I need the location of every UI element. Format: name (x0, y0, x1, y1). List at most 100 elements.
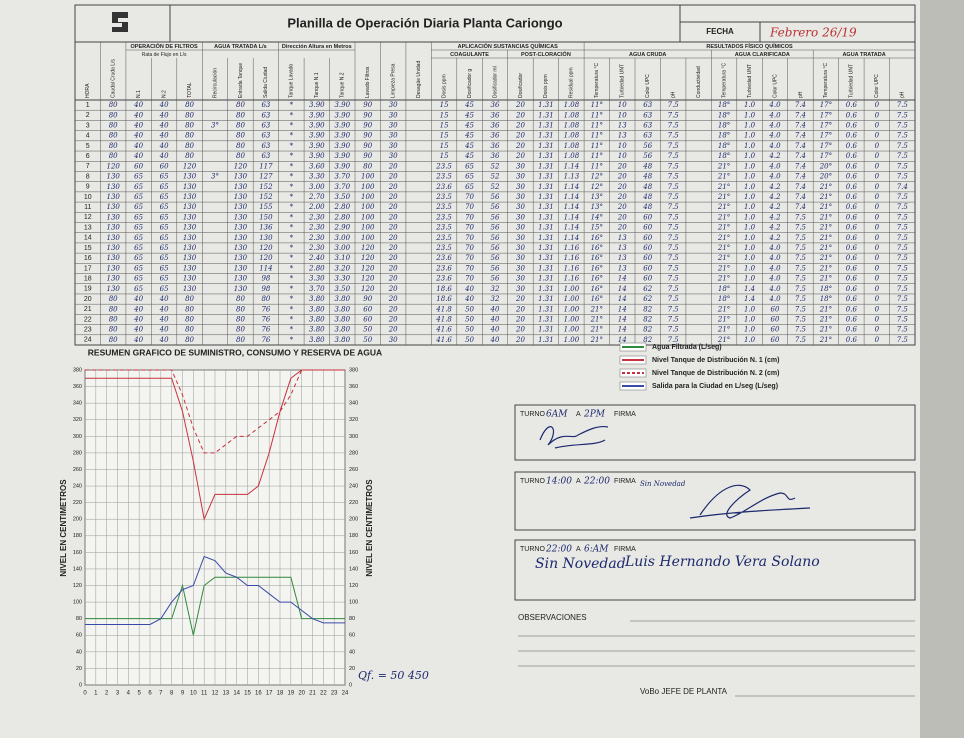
y-tick-label: 200 (73, 517, 82, 523)
table-cell: 60 (771, 305, 780, 313)
table-cell: 32 (491, 285, 500, 293)
table-cell: 2.30 (308, 224, 325, 232)
y-tick-label: 180 (73, 533, 82, 539)
table-cell: 21° (819, 213, 832, 221)
column-header: Turbiedad UNT (747, 64, 753, 98)
table-cell: 0 (875, 254, 880, 262)
table-cell: 40 (133, 142, 143, 150)
table-cell: 48 (642, 162, 652, 170)
table-cell: 1.0 (744, 193, 756, 201)
table-cell: 48 (642, 193, 652, 201)
table-cell: 7.4 (795, 132, 806, 140)
shift-to-label: A (576, 411, 581, 418)
table-cell: 7.5 (668, 111, 680, 119)
hour-cell: 12 (84, 214, 92, 221)
series-line (85, 369, 345, 521)
table-cell: 0 (875, 264, 880, 272)
table-cell: 14 (618, 285, 627, 293)
y-tick-label-right: 80 (349, 616, 355, 622)
table-cell: 120 (234, 162, 248, 170)
y-tick-label: 260 (73, 467, 82, 473)
table-cell: 56 (491, 234, 500, 242)
table-cell: 0 (875, 193, 880, 201)
y-tick-label-right: 240 (349, 484, 358, 490)
table-cell: 12° (591, 173, 603, 181)
table-cell: 120 (361, 264, 375, 272)
table-cell: 62 (643, 285, 652, 293)
y-tick-label-right: 280 (349, 450, 358, 456)
table-cell: 3.00 (334, 244, 350, 252)
table-cell: 7.5 (668, 162, 680, 170)
table-cell: 0.6 (846, 213, 858, 221)
table-cell: 130 (183, 254, 197, 262)
table-cell: 76 (261, 336, 270, 344)
y-tick-label: 140 (73, 566, 82, 572)
date-label: FECHA (706, 27, 734, 36)
table-cell: 65 (134, 234, 143, 242)
table-cell: 7.5 (795, 213, 807, 221)
table-cell: 80 (185, 315, 194, 323)
table-cell: 7.5 (795, 315, 807, 323)
table-cell: 13 (618, 122, 627, 130)
table-cell: * (290, 275, 294, 283)
table-cell: 21° (717, 193, 730, 201)
table-cell: 130 (259, 234, 273, 242)
table-cell: 56 (643, 142, 652, 150)
table-cell: 13 (618, 132, 627, 140)
x-tick-label: 17 (266, 691, 273, 697)
table-cell: 56 (491, 264, 500, 272)
hour-cell: 1 (86, 102, 90, 109)
table-cell: 130 (106, 173, 120, 181)
hour-cell: 3 (86, 122, 90, 129)
table-cell: 130 (106, 193, 120, 201)
y-tick-label-right: 20 (349, 666, 355, 672)
table-cell: 21° (717, 254, 730, 262)
table-cell: 45 (464, 152, 474, 160)
table-cell: 10 (618, 111, 627, 119)
table-cell: 80 (185, 122, 194, 130)
table-cell: 1.31 (538, 193, 554, 201)
table-cell: 100 (361, 234, 375, 242)
table-cell: 20 (388, 203, 398, 211)
table-cell: 130 (234, 224, 248, 232)
table-cell: 21° (717, 183, 730, 191)
table-cell: 7.5 (795, 224, 807, 232)
table-cell: 7.5 (897, 213, 909, 221)
table-cell: 90 (363, 295, 372, 303)
table-cell: 14 (618, 326, 627, 334)
table-cell: 3.80 (309, 295, 325, 303)
table-cell: 0 (875, 111, 880, 119)
table-cell: 3.90 (309, 111, 325, 119)
table-cell: 30 (516, 264, 525, 272)
column-group: Dirección Altura en Metros (282, 44, 352, 50)
table-cell: 7.5 (897, 305, 909, 313)
table-cell: 100 (361, 213, 375, 221)
table-cell: 11° (591, 111, 603, 119)
table-cell: 130 (106, 264, 120, 272)
table-cell: 17° (820, 101, 832, 109)
table-cell: * (290, 132, 294, 140)
table-cell: 36 (491, 142, 500, 150)
table-cell: 1.31 (538, 162, 554, 170)
table-cell: 20 (515, 336, 525, 344)
table-cell: 3.00 (334, 234, 350, 242)
table-cell: 10 (618, 142, 627, 150)
table-cell: 41.8 (435, 315, 452, 323)
table-cell: 40 (159, 336, 169, 344)
table-cell: 7.5 (795, 234, 807, 242)
table-cell: 36 (491, 152, 500, 160)
table-cell: 127 (259, 173, 273, 181)
table-cell: 60 (643, 213, 652, 221)
table-cell: 30 (516, 183, 525, 191)
table-cell: 1.08 (564, 152, 580, 160)
table-cell: 3° (211, 173, 219, 181)
hour-cell: 11 (84, 204, 91, 211)
table-cell: 1.0 (744, 326, 756, 334)
y-tick-label: 380 (73, 367, 82, 373)
table-cell: 20 (515, 132, 525, 140)
table-cell: 1.00 (564, 295, 580, 303)
y-tick-label-right: 160 (349, 550, 358, 556)
table-cell: 4.0 (768, 173, 781, 181)
table-cell: * (290, 101, 294, 109)
table-cell: 2.80 (333, 203, 350, 211)
